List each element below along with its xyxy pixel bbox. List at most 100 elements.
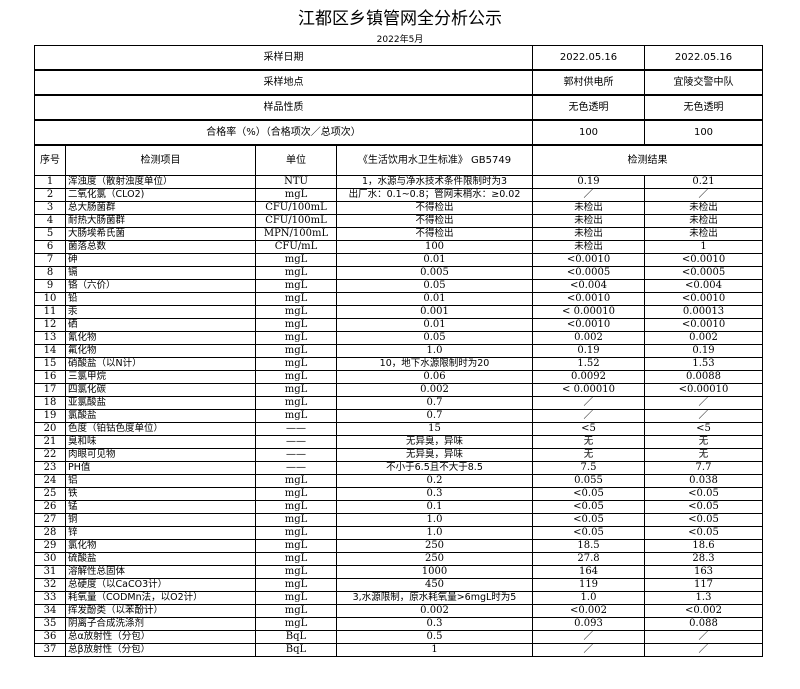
standard-limit: 0.01 bbox=[336, 292, 533, 306]
row-no: 35 bbox=[34, 617, 66, 631]
unit: mgL bbox=[255, 591, 337, 605]
unit: mgL bbox=[255, 266, 337, 280]
standard-limit: 0.06 bbox=[336, 370, 533, 384]
row-no: 7 bbox=[34, 253, 66, 267]
item-name: 色度（铂钴色度单位） bbox=[65, 422, 256, 436]
result-2: ／ bbox=[644, 409, 763, 423]
unit: mgL bbox=[255, 474, 337, 488]
item-name: 阴离子合成洗涤剂 bbox=[65, 617, 256, 631]
item-name: 氯化物 bbox=[65, 539, 256, 553]
table-row: 29 氯化物 mgL 250 18.5 18.6 bbox=[34, 539, 763, 553]
item-name: 铁 bbox=[65, 487, 256, 501]
row-no: 14 bbox=[34, 344, 66, 358]
summary-value-2: 100 bbox=[644, 119, 763, 146]
table-row: 1 浑浊度（散射浊度单位） NTU 1，水源与净水技术条件限制时为3 0.19 0.21 bbox=[34, 175, 763, 189]
table-row: 2 二氧化氯（CLO2) mgL 出厂水：0.1~0.8；管网末梢水：≥0.02 ／／ bbox=[34, 188, 763, 202]
result-2: 0.088 bbox=[644, 617, 763, 631]
row-no: 29 bbox=[34, 539, 66, 553]
result-2: ／ bbox=[644, 643, 763, 657]
unit: mgL bbox=[255, 526, 337, 540]
row-no: 15 bbox=[34, 357, 66, 371]
standard-limit: 0.05 bbox=[336, 279, 533, 293]
standard-limit: 0.01 bbox=[336, 253, 533, 267]
unit: CFU/100mL bbox=[255, 201, 337, 215]
standard-limit: 1.0 bbox=[336, 513, 533, 527]
table-row: 24 铝 mgL 0.2 0.055 0.038 bbox=[34, 474, 763, 488]
table-row: 8 镉 mgL 0.005 <0.0005 <0.0005 bbox=[34, 266, 763, 280]
result-1: 0.055 bbox=[532, 474, 645, 488]
result-2: <0.0010 bbox=[644, 318, 763, 332]
item-name: 耐热大肠菌群 bbox=[65, 214, 256, 228]
unit: mgL bbox=[255, 253, 337, 267]
unit: mgL bbox=[255, 617, 337, 631]
item-name: 二氧化氯（CLO2) bbox=[65, 188, 256, 202]
unit: mgL bbox=[255, 604, 337, 618]
unit: mgL bbox=[255, 188, 337, 202]
table-row: 23 PH值 —— 不小于6.5且不大于8.5 7.5 7.7 bbox=[34, 461, 763, 475]
unit: mgL bbox=[255, 578, 337, 592]
result-1: ／ bbox=[532, 188, 645, 202]
item-name: 三氯甲烷 bbox=[65, 370, 256, 384]
result-1: 无 bbox=[532, 448, 645, 462]
result-2: 无 bbox=[644, 448, 763, 462]
standard-limit: 0.01 bbox=[336, 318, 533, 332]
result-1: ／ bbox=[532, 409, 645, 423]
result-1: <5 bbox=[532, 422, 645, 436]
result-2: 0.21 bbox=[644, 175, 763, 189]
result-1: 0.002 bbox=[532, 331, 645, 345]
table-row: 21 臭和味 —— 无异臭，异味无无 bbox=[34, 435, 763, 449]
standard-limit: 250 bbox=[336, 552, 533, 566]
standard-limit: 1000 bbox=[336, 565, 533, 579]
item-name: 四氯化碳 bbox=[65, 383, 256, 397]
row-no: 33 bbox=[34, 591, 66, 605]
table-row: 37 总β放射性（分包） BqL 1 ／／ bbox=[34, 643, 763, 657]
table-row: 3 总大肠菌群 CFU/100mL 不得检出 未检出 未检出 bbox=[34, 201, 763, 215]
item-name: 氰化物 bbox=[65, 331, 256, 345]
result-2: ／ bbox=[644, 630, 763, 644]
standard-limit: 1.0 bbox=[336, 526, 533, 540]
result-1: 未检出 bbox=[532, 240, 645, 254]
table-row: 26 锰 mgL 0.1 <0.05 <0.05 bbox=[34, 500, 763, 514]
result-2: <0.0010 bbox=[644, 253, 763, 267]
summary-row: 合格率（%）（合格项次／总项次） 100 100 bbox=[34, 119, 763, 146]
result-1: <0.05 bbox=[532, 500, 645, 514]
result-2: 1.3 bbox=[644, 591, 763, 605]
row-no: 32 bbox=[34, 578, 66, 592]
table-row: 16 三氯甲烷 mgL 0.06 0.0092 0.0088 bbox=[34, 370, 763, 384]
result-1: <0.0010 bbox=[532, 253, 645, 267]
row-no: 18 bbox=[34, 396, 66, 410]
row-no: 13 bbox=[34, 331, 66, 345]
result-2: <0.002 bbox=[644, 604, 763, 618]
result-1: 0.0092 bbox=[532, 370, 645, 384]
row-no: 27 bbox=[34, 513, 66, 527]
header-standard: 《生活饮用水卫生标准》 GB5749 bbox=[336, 144, 533, 176]
result-1: <0.05 bbox=[532, 513, 645, 527]
table-row: 19 氯酸盐 mgL 0.7 ／／ bbox=[34, 409, 763, 423]
table-row: 32 总硬度（以CaCO3计） mgL 450 119 117 bbox=[34, 578, 763, 592]
row-no: 30 bbox=[34, 552, 66, 566]
table-row: 20 色度（铂钴色度单位） —— 15 <5 <5 bbox=[34, 422, 763, 436]
item-name: 总β放射性（分包） bbox=[65, 643, 256, 657]
row-no: 11 bbox=[34, 305, 66, 319]
result-1: <0.002 bbox=[532, 604, 645, 618]
result-1: ／ bbox=[532, 643, 645, 657]
row-no: 20 bbox=[34, 422, 66, 436]
table-row: 30 硫酸盐 mgL 250 27.8 28.3 bbox=[34, 552, 763, 566]
result-2: 0.0088 bbox=[644, 370, 763, 384]
result-2: 18.6 bbox=[644, 539, 763, 553]
result-2: 0.002 bbox=[644, 331, 763, 345]
item-name: 菌落总数 bbox=[65, 240, 256, 254]
unit: mgL bbox=[255, 552, 337, 566]
row-no: 3 bbox=[34, 201, 66, 215]
table-row: 18 亚氯酸盐 mgL 0.7 ／／ bbox=[34, 396, 763, 410]
result-1: 119 bbox=[532, 578, 645, 592]
header-item: 检测项目 bbox=[65, 144, 256, 176]
result-1: 18.5 bbox=[532, 539, 645, 553]
row-no: 21 bbox=[34, 435, 66, 449]
table-row: 7 砷 mgL 0.01 <0.0010 <0.0010 bbox=[34, 253, 763, 267]
standard-limit: 450 bbox=[336, 578, 533, 592]
item-name: 氟化物 bbox=[65, 344, 256, 358]
standard-limit: 0.005 bbox=[336, 266, 533, 280]
table-row: 12 硒 mgL 0.01 <0.0010 <0.0010 bbox=[34, 318, 763, 332]
row-no: 19 bbox=[34, 409, 66, 423]
